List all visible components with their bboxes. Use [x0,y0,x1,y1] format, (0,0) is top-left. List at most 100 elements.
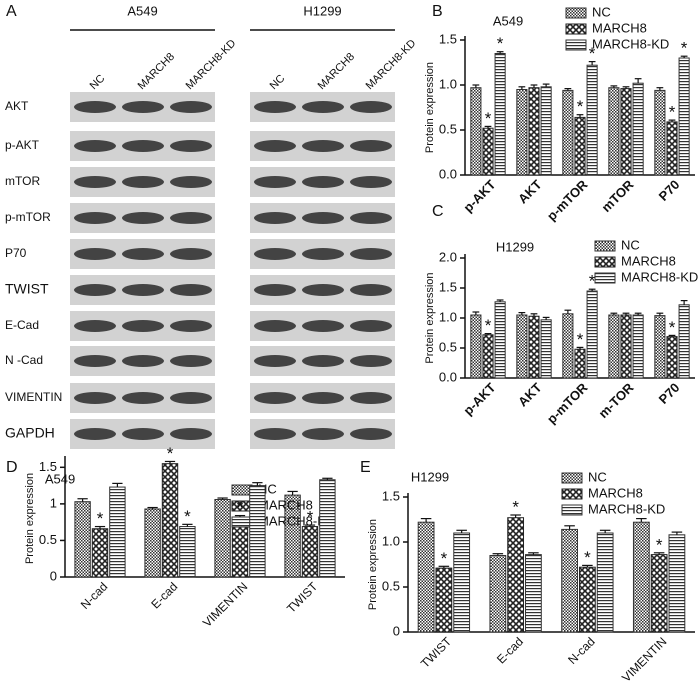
error-bar [484,125,492,129]
bar [562,313,574,379]
protein-label: AKT [5,99,29,113]
band [350,320,392,332]
bar [620,314,632,379]
cell-line-label: A549 [127,3,157,18]
bar [632,314,644,379]
bar [632,521,650,633]
error-bar [656,312,664,316]
error-bar [564,525,575,530]
bar [494,301,506,379]
band [302,428,344,440]
significance-marker: * [307,508,314,527]
x-tick-label: TWIST [284,579,321,616]
bar [528,87,540,176]
lane-label: MARCH8 [316,51,357,92]
error-bar [653,552,665,555]
band [74,248,116,260]
y-tick-label: 1 [50,495,57,510]
legend-swatch [561,504,583,516]
band [302,176,344,188]
band [170,320,212,332]
lane-label: NC [268,72,288,92]
bar [301,526,319,578]
panel-letter: B [432,3,443,20]
legend-label: NC [592,4,611,19]
error-bar [304,524,316,527]
significance-marker: * [669,318,676,337]
legend-label: NC [621,237,640,252]
x-tick-label: VIMENTIN [619,634,669,684]
error-bar [496,51,504,54]
x-tick-label: P70 [656,380,683,407]
x-tick-label: AKT [515,177,545,207]
error-bar [438,565,450,569]
y-tick-label: 0.0 [439,166,457,181]
lane-label: NC [88,72,108,92]
legend-label: MARCH8-KD [258,513,335,528]
error-bar [484,333,492,335]
protein-label: GAPDH [5,425,55,441]
legend-swatch [231,484,253,496]
y-tick-label: 1.0 [439,309,457,324]
band [254,176,296,188]
bar [608,87,620,176]
chart-title: H1299 [496,239,534,254]
legend-swatch [565,39,587,51]
protein-label: p-mTOR [5,210,51,224]
band [350,284,392,296]
band [122,355,164,367]
error-bar [680,55,688,58]
x-tick-label: mTOR [599,177,637,215]
bar [74,501,91,578]
y-tick-label: 0 [393,623,400,638]
error-bar [599,529,611,533]
bar [507,517,525,633]
band [254,392,296,404]
error-bar [542,83,550,87]
significance-marker: * [669,103,676,122]
y-tick-label: 0.5 [439,339,457,354]
error-bar [456,529,467,533]
y-tick-label: 2.0 [439,249,457,264]
band [122,101,164,113]
y-axis-label: Protein expression [367,519,379,610]
bar [596,532,614,633]
y-axis-label: Protein expression [24,473,36,564]
y-tick-label: 0.5 [382,578,400,593]
band [122,284,164,296]
band [74,176,116,188]
significance-marker: * [656,535,663,554]
error-bar [668,119,676,122]
protein-label: mTOR [5,174,40,188]
error-bar [656,87,664,91]
bar [654,89,666,176]
error-bar [164,460,176,464]
bar [578,566,596,633]
band [74,428,116,440]
bar [470,87,482,176]
band [170,392,212,404]
bar [516,314,528,379]
bar [109,486,126,578]
error-bar [668,334,676,337]
error-bar [636,517,647,523]
bar [574,348,586,379]
bar [586,64,598,176]
significance-marker: * [184,507,191,526]
bar [608,314,620,379]
bar [540,319,552,379]
panel-letter: C [432,203,444,220]
chart-title: A549 [493,13,523,28]
protein-label: VIMENTIN [5,390,62,404]
bar [666,336,678,379]
legend-label: MARCH8-KD [588,501,665,516]
error-bar [576,114,584,118]
error-bar [588,288,596,291]
band [74,212,116,224]
bar [562,89,574,176]
band [302,101,344,113]
error-bar [510,514,521,518]
significance-marker: * [485,109,492,128]
x-tick-label: P70 [656,177,683,204]
x-tick-label: p-mTOR [544,177,591,224]
